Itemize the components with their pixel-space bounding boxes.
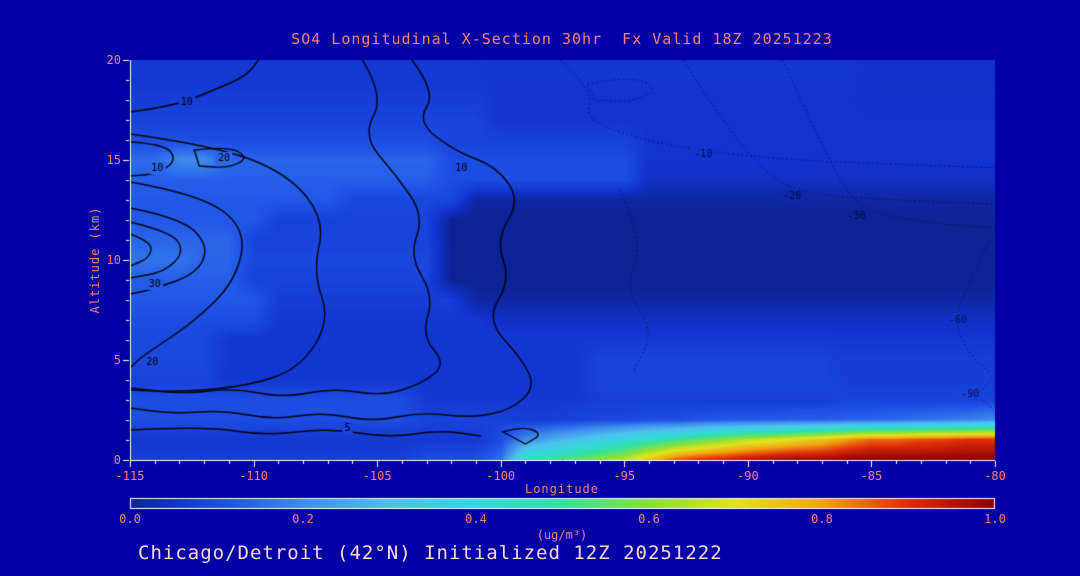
colorbar-tick-label: 0.6 [638,512,660,526]
footer-caption: Chicago/Detroit (42°N) Initialized 12Z 2… [138,542,723,564]
chart-title: SO4 Longitudinal X-Section 30hr Fx Valid… [291,30,833,48]
colorbar-tick-label: 0.2 [292,512,314,526]
y-tick-label: 0 [113,453,121,467]
colorbar-tick-label: 1.0 [984,512,1006,526]
y-tick-label: 15 [106,153,121,167]
x-tick-label: -110 [239,469,269,483]
colorbar-tick-label: 0.0 [119,512,141,526]
colorbar-tick-label: 0.4 [465,512,487,526]
y-tick-label: 10 [106,253,121,267]
y-tick-label: 5 [113,353,121,367]
colorbar-tick-label: 0.8 [811,512,833,526]
x-tick-label: -95 [613,469,636,483]
y-axis-label: Altitude (km) [88,206,102,314]
x-tick-label: -115 [115,469,145,483]
x-tick-label: -80 [984,469,1006,483]
x-axis-label: Longitude [524,482,600,496]
x-tick-label: -105 [362,469,392,483]
x-tick-label: -90 [737,469,759,483]
x-tick-label: -100 [486,469,516,483]
y-tick-label: 20 [106,53,121,67]
x-tick-label: -85 [860,469,883,483]
colorbar-units-label: (ug/m³) [536,528,588,542]
